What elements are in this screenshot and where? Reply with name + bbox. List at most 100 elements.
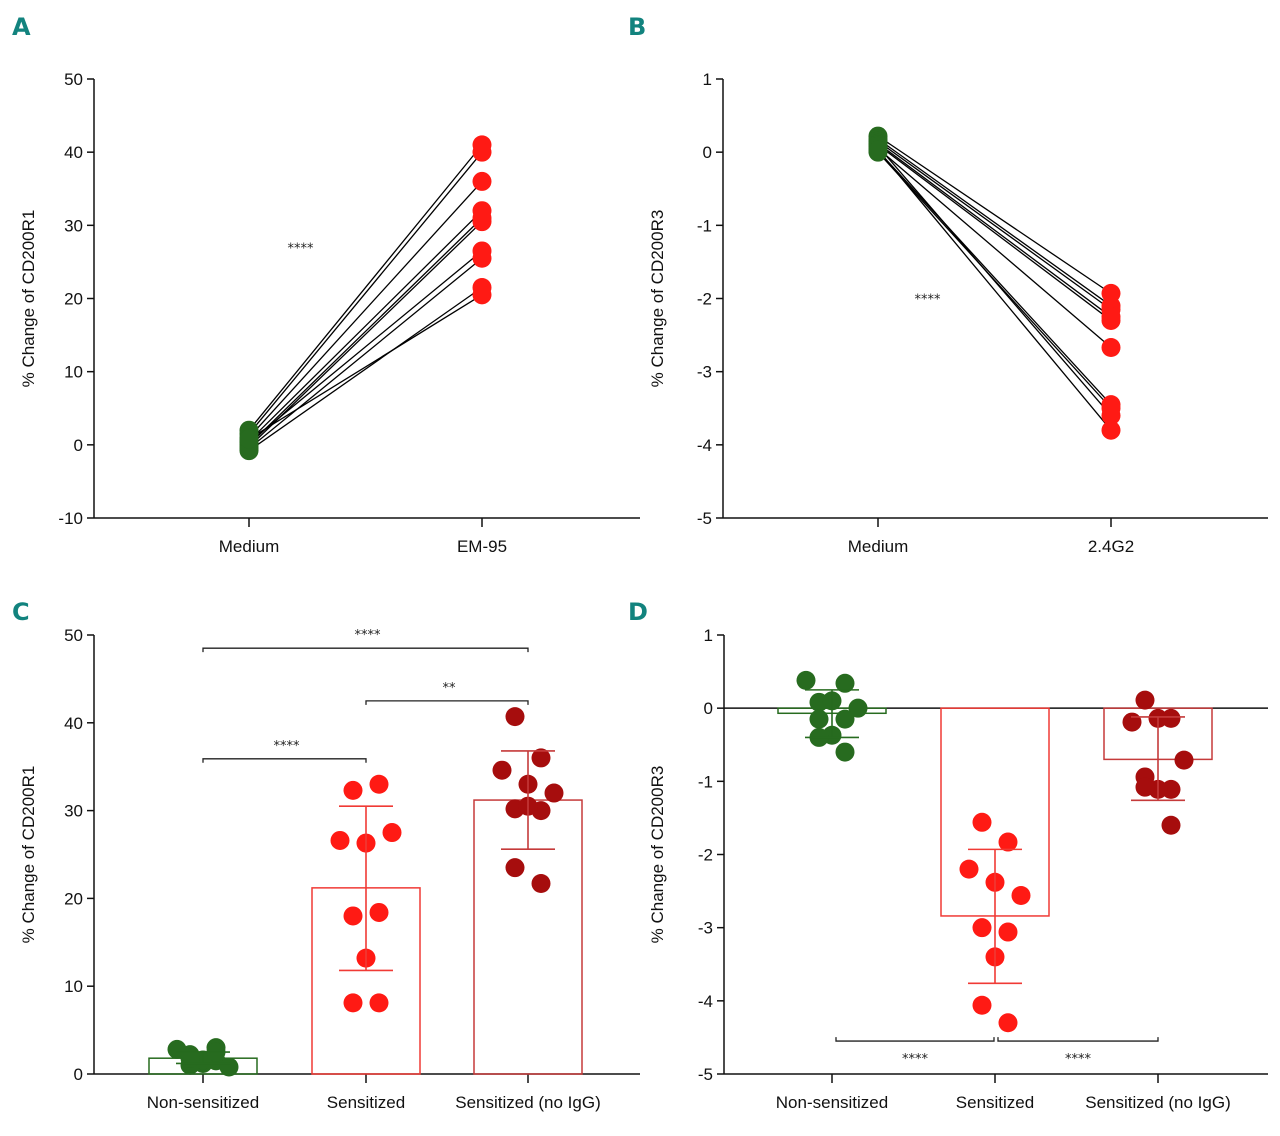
y-tick-label: -2 — [698, 846, 713, 865]
data-point — [369, 993, 389, 1013]
data-point-em-95 — [472, 212, 492, 232]
pair-line — [877, 142, 1112, 318]
data-point — [492, 760, 512, 780]
data-point-2-4g2 — [1101, 420, 1121, 440]
y-tick-label: 10 — [64, 977, 83, 996]
panel-label: C — [12, 598, 30, 626]
data-point — [505, 858, 525, 878]
pair-line — [877, 144, 1112, 321]
y-axis-title: % Change of CD200R1 — [19, 766, 38, 944]
data-point — [972, 812, 992, 832]
pair-line — [248, 217, 483, 446]
panel-d: D -5 -4 -3 -2 -1 0 1 % Change of CD200R3 Non-sens… — [628, 598, 1268, 1112]
significance-bracket — [997, 1037, 1159, 1042]
y-tick-label: -1 — [698, 772, 713, 791]
y-tick-label: 0 — [703, 143, 712, 162]
y-tick-label: -2 — [697, 290, 712, 309]
y-tick-label: 20 — [64, 889, 83, 908]
y-tick-label: -10 — [58, 509, 83, 528]
significance-label: **** — [1065, 1052, 1092, 1067]
data-point — [219, 1057, 239, 1077]
significance-bracket — [202, 647, 529, 653]
pair-line — [877, 138, 1112, 307]
data-point — [1174, 750, 1194, 770]
y-tick-label: 20 — [64, 290, 83, 309]
pair-line — [248, 257, 483, 449]
pair-line — [248, 221, 483, 448]
data-point — [1161, 815, 1181, 835]
pair-line — [248, 210, 483, 442]
panel-b: B -5 -4 -3 -2 -1 0 1 % Change of CD200R3 Medium 2.… — [628, 13, 1268, 556]
data-point — [330, 830, 350, 850]
significance-label: **** — [355, 628, 382, 643]
significance-label: **** — [288, 241, 315, 256]
data-point-2-4g2 — [1101, 406, 1121, 426]
pair-line — [877, 140, 1112, 311]
data-point-2-4g2 — [1101, 338, 1121, 358]
y-axis-title: % Change of CD200R1 — [19, 210, 38, 388]
data-point — [1161, 708, 1181, 728]
data-point — [809, 709, 829, 729]
data-point — [369, 902, 389, 922]
data-point — [998, 1013, 1018, 1033]
data-point-medium — [868, 140, 888, 160]
data-point-medium — [239, 429, 259, 449]
y-tick-label: -5 — [697, 509, 712, 528]
y-tick-label: 30 — [64, 802, 83, 821]
data-point — [998, 922, 1018, 942]
pair-line — [877, 148, 1112, 349]
data-point — [343, 906, 363, 926]
data-point — [796, 670, 816, 690]
pair-line — [248, 180, 483, 438]
y-axis-title: % Change of CD200R3 — [648, 210, 667, 388]
y-tick-label: 50 — [64, 70, 83, 89]
x-tick-label: Medium — [219, 537, 279, 556]
data-point — [1122, 712, 1142, 732]
data-point — [505, 707, 525, 727]
x-tick-label: Medium — [848, 537, 908, 556]
y-tick-label: -1 — [697, 216, 712, 235]
y-tick-label: 40 — [64, 143, 83, 162]
pair-line — [877, 149, 1112, 431]
x-tick-label: 2.4G2 — [1088, 537, 1134, 556]
data-point-em-95 — [472, 285, 492, 305]
x-tick-label: Sensitized — [327, 1093, 405, 1112]
panel-c: C 0 10 20 30 40 50 % Change of CD200R1 Non-sensi… — [12, 598, 640, 1112]
data-point — [998, 832, 1018, 852]
data-point — [1135, 777, 1155, 797]
y-tick-label: 1 — [703, 70, 712, 89]
data-point — [544, 783, 564, 803]
data-point-em-95 — [472, 142, 492, 162]
x-tick-label: Sensitized (no IgG) — [1085, 1093, 1231, 1112]
pair-line — [248, 151, 483, 435]
y-tick-label: 40 — [64, 714, 83, 733]
data-point-em-95 — [472, 171, 492, 191]
panel-label: A — [12, 13, 31, 41]
y-tick-label: 0 — [704, 699, 713, 718]
y-tick-label: -3 — [698, 919, 713, 938]
data-point — [972, 995, 992, 1015]
x-tick-label: Non-sensitized — [776, 1093, 888, 1112]
panel-label: D — [628, 598, 648, 626]
significance-label: **** — [274, 739, 301, 754]
data-point-2-4g2 — [1101, 310, 1121, 330]
x-tick-label: Sensitized (no IgG) — [455, 1093, 601, 1112]
data-point-em-95 — [472, 248, 492, 268]
significance-bracket — [365, 700, 529, 705]
pair-line — [877, 145, 1112, 416]
y-axis-title: % Change of CD200R3 — [648, 766, 667, 944]
y-tick-label: 30 — [64, 216, 83, 235]
y-tick-label: 10 — [64, 363, 83, 382]
pair-line — [248, 250, 483, 444]
pair-line — [877, 150, 1112, 406]
pair-line — [248, 144, 483, 431]
y-tick-label: 0 — [74, 436, 83, 455]
y-tick-label: 0 — [74, 1065, 83, 1084]
significance-bracket — [835, 1037, 995, 1042]
data-point — [382, 823, 402, 843]
data-point — [835, 742, 855, 762]
significance-label: **** — [902, 1052, 929, 1067]
x-tick-label: Sensitized — [956, 1093, 1034, 1112]
y-tick-label: -3 — [697, 363, 712, 382]
significance-label: ** — [443, 681, 457, 696]
